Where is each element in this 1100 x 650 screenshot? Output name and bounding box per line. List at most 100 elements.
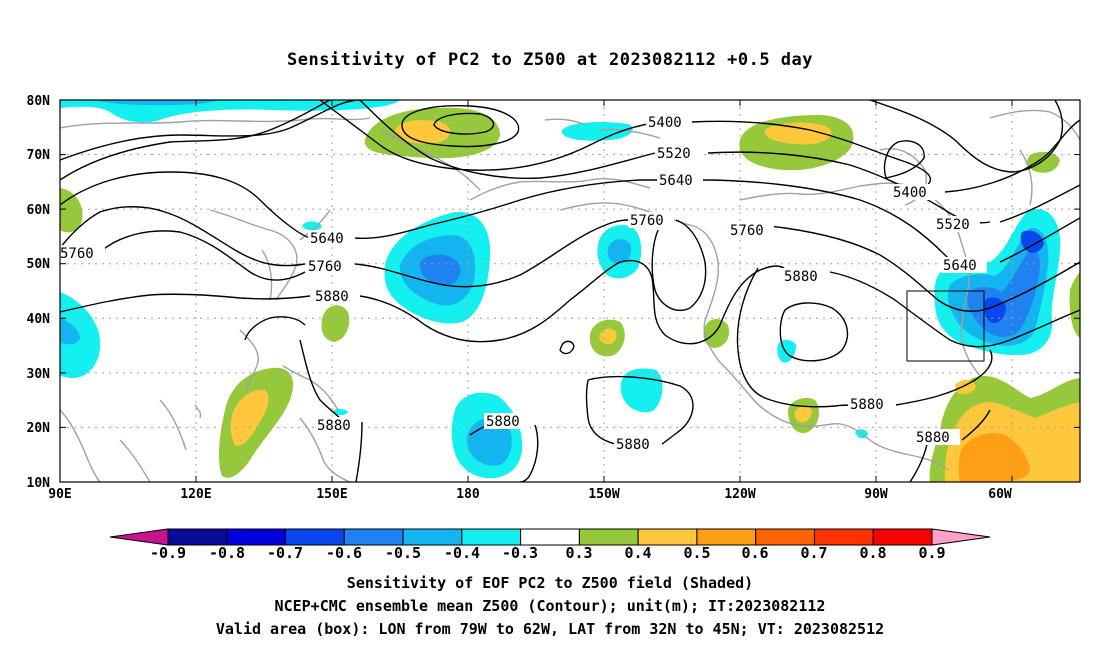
lon-label: 60W (988, 487, 1012, 502)
shade-negative (90, 100, 220, 106)
lon-label: 150W (588, 487, 619, 502)
contour-labels: 5400 5520 5640 5760 5760 5640 5760 5880 … (60, 115, 977, 453)
contour-line (359, 100, 656, 180)
contour-label-bg (60, 114, 987, 452)
shade-negative (1020, 230, 1044, 253)
colorbar-cell (520, 528, 580, 546)
colorbar-label: 0.3 (565, 544, 592, 562)
shade-positive (958, 433, 1030, 482)
contour-line (60, 171, 311, 239)
contour-line (883, 140, 925, 179)
shade-positive (230, 389, 269, 446)
shade-negative (777, 339, 796, 363)
contour-line (354, 179, 660, 240)
contour-line (99, 230, 306, 281)
colorbar-label: -0.3 (502, 544, 538, 562)
contour-label: 5880 (616, 437, 650, 453)
lon-label: 180 (456, 487, 480, 502)
contour-label: 5880 (916, 430, 950, 446)
contour-label: 5760 (308, 259, 342, 275)
shade-negative (419, 254, 461, 286)
colorbar-right-triangle (931, 528, 991, 546)
lon-label: 90E (48, 487, 71, 502)
shade-positive (703, 318, 730, 348)
contour-line (354, 219, 629, 288)
contour-label: 5640 (943, 258, 977, 274)
shade-negative (967, 249, 1040, 338)
contour-line (585, 379, 616, 445)
contour-line (829, 271, 1080, 348)
coastlines (60, 109, 1080, 482)
colorbar-label: 0.7 (800, 544, 827, 562)
contour-label: 5880 (317, 418, 351, 434)
colorbar-left-triangle (109, 528, 169, 546)
shade-negative (607, 239, 632, 264)
colorbar-label: -0.5 (385, 544, 421, 562)
colorbar-cell (226, 528, 287, 546)
contour-label: 5760 (60, 246, 94, 262)
shade-positive (60, 188, 83, 233)
contour-line (60, 206, 306, 267)
shade-positive (1069, 272, 1080, 338)
caption-line-3: Valid area (box): LON from 79W to 62W, L… (215, 620, 885, 638)
contour-line (433, 112, 495, 135)
contour-label: 5880 (784, 269, 818, 285)
lat-label: 20N (27, 421, 51, 436)
colorbar-cell (696, 528, 757, 546)
contour-line (355, 421, 363, 482)
lat-label: 30N (27, 367, 51, 382)
colorbar-label: 0.8 (859, 544, 886, 562)
contour-line (651, 219, 707, 311)
colorbar-cell (637, 528, 698, 546)
contour-line (319, 100, 661, 171)
lat-axis-labels: 80N 70N 60N 50N 40N 30N 20N 10N (27, 94, 51, 491)
contour-line (999, 217, 1080, 263)
caption-line-2: NCEP+CMC ensemble mean Z500 (Contour); u… (274, 597, 826, 615)
contour-line (999, 184, 1080, 223)
contour-line (736, 267, 853, 408)
contour-line (895, 349, 993, 406)
shade-negative (60, 318, 80, 345)
contour-line (691, 120, 932, 191)
shade-positive (1027, 151, 1060, 173)
valid-area-box (906, 290, 985, 362)
colorbar-label: -0.6 (326, 544, 362, 562)
z500-contours (60, 100, 1080, 482)
colorbar-cell (285, 528, 345, 546)
colorbar-label: -0.4 (444, 544, 480, 562)
contour-line (244, 316, 306, 341)
colorbar-cell (578, 528, 639, 546)
contour-line (60, 100, 331, 181)
shade-positive (955, 379, 976, 394)
contour-label: 5760 (630, 213, 664, 229)
colorbar-cell (755, 528, 815, 546)
contour-label: 5880 (486, 414, 520, 430)
contour-line (707, 151, 991, 224)
contour-label: 5640 (310, 231, 344, 247)
grid-lines (60, 100, 1080, 482)
colorbar-cell (461, 528, 522, 546)
shade-positive (321, 305, 350, 342)
colorbar-cell (343, 528, 404, 546)
colorbar-cell (813, 528, 874, 546)
colorbar-label: 0.5 (683, 544, 710, 562)
plot-title: Sensitivity of PC2 to Z500 at 2023082112… (286, 50, 813, 70)
lat-label: 70N (27, 148, 51, 163)
contour-line (60, 100, 361, 161)
colorbar-cell (402, 528, 463, 546)
shade-positive (764, 122, 832, 145)
contour-line (559, 340, 575, 355)
shade-positive (395, 120, 451, 144)
caption-line-1: Sensitivity of EOF PC2 to Z500 field (Sh… (346, 574, 754, 592)
contour-line (779, 302, 849, 362)
contour-label: 5400 (648, 115, 682, 131)
contour-label: 5520 (936, 217, 970, 233)
contour-line (60, 293, 311, 313)
contour-line (727, 225, 1080, 312)
colorbar-label: 0.9 (918, 544, 945, 562)
colorbar-label: -0.9 (150, 544, 186, 562)
contour-label: 5760 (730, 223, 764, 239)
lat-label: 40N (27, 312, 51, 327)
lat-label: 10N (27, 476, 51, 491)
